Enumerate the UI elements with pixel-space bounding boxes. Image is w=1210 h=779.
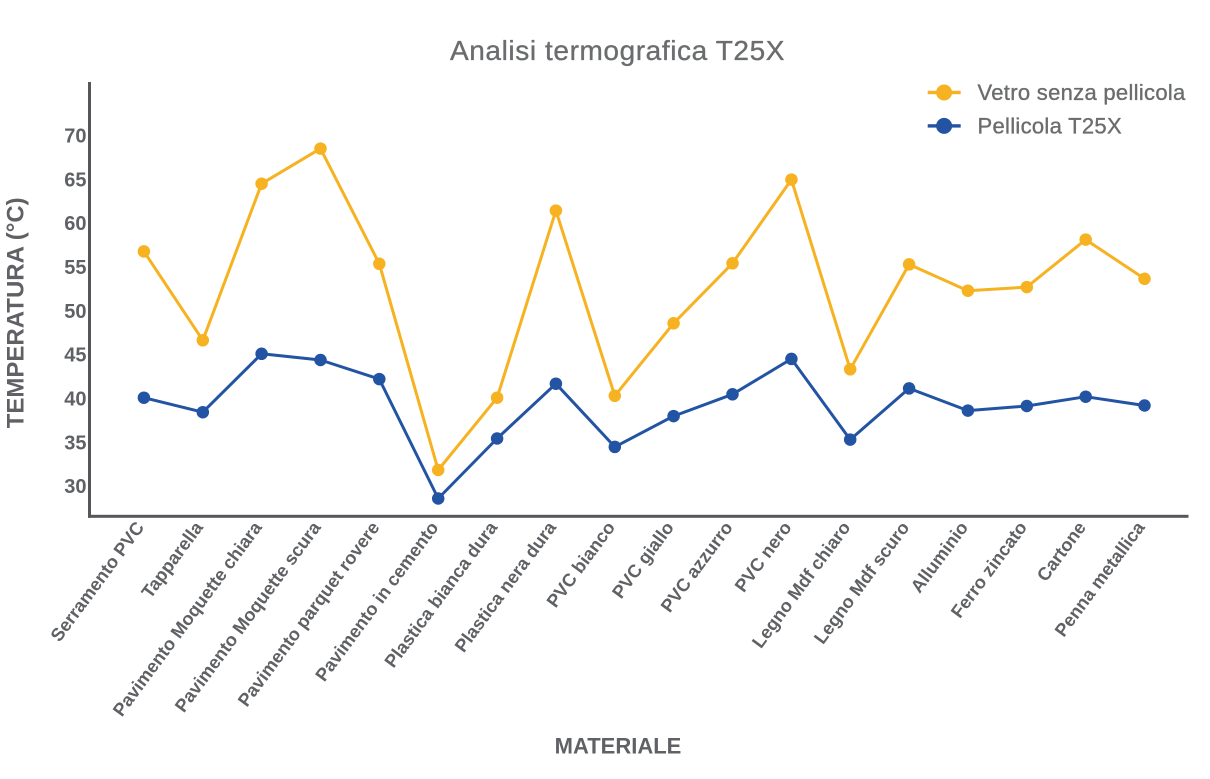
svg-text:70: 70 [64,126,86,148]
svg-text:30: 30 [64,476,86,498]
svg-text:65: 65 [64,169,86,191]
svg-text:Vetro senza pellicola: Vetro senza pellicola [978,80,1187,105]
svg-text:40: 40 [64,389,86,411]
svg-text:50: 50 [64,301,86,323]
svg-text:35: 35 [64,432,86,454]
svg-text:TEMPERATURA (°C): TEMPERATURA (°C) [3,197,30,428]
svg-text:55: 55 [64,257,86,279]
svg-text:Pellicola T25X: Pellicola T25X [978,114,1122,139]
svg-text:60: 60 [64,213,86,235]
svg-text:MATERIALE: MATERIALE [555,734,682,759]
svg-text:Analisi termografica T25X: Analisi termografica T25X [450,35,785,66]
svg-text:45: 45 [64,345,86,367]
